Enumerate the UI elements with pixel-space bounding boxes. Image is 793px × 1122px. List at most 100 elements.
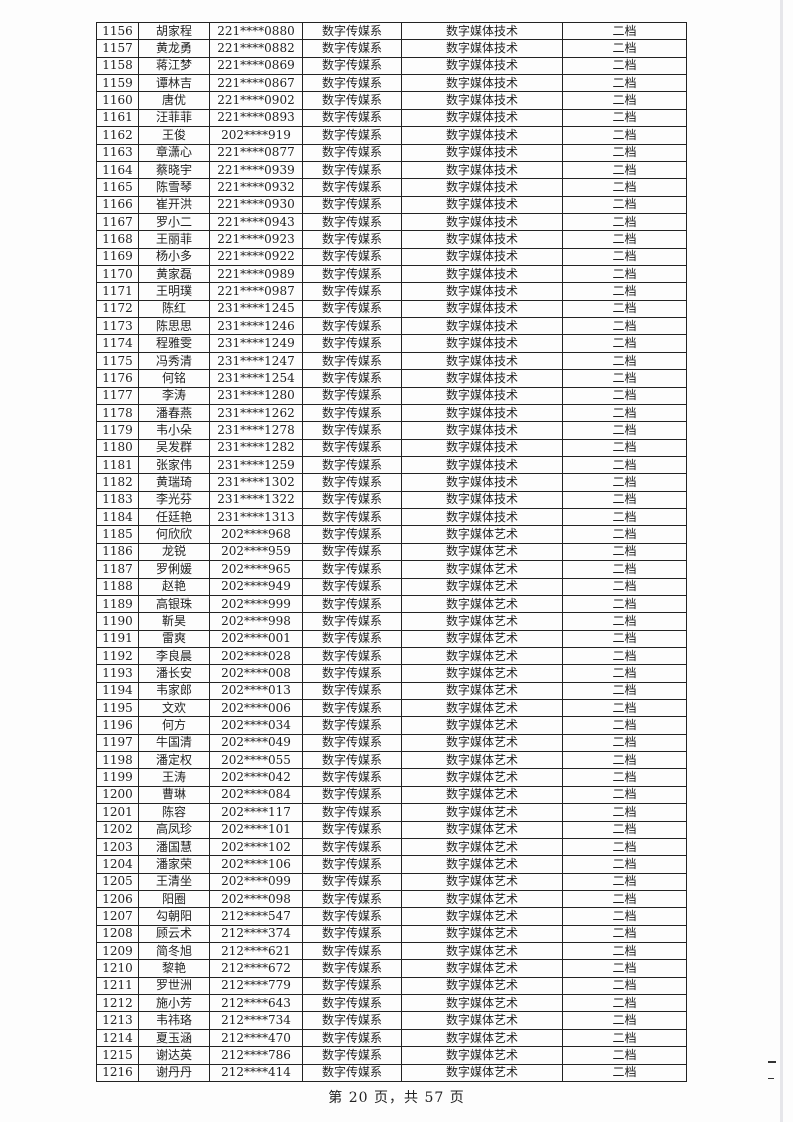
department-cell: 数字传媒系 [302, 282, 402, 301]
grade-level-cell: 二档 [562, 108, 687, 128]
row-number-cell: 1184 [96, 508, 139, 527]
major-cell: 数字媒体艺术 [401, 612, 563, 631]
row-number-cell: 1167 [96, 212, 139, 232]
major-cell: 数字媒体艺术 [401, 907, 563, 926]
department-cell: 数字传媒系 [302, 872, 402, 891]
row-number-cell: 1204 [96, 855, 139, 874]
department-cell: 数字传媒系 [302, 820, 402, 839]
department-cell: 数字传媒系 [302, 560, 402, 579]
row-number-cell: 1195 [96, 699, 139, 718]
student-id-cell: 202****999 [209, 594, 303, 614]
row-number-cell: 1181 [96, 455, 139, 475]
student-id-cell: 202****949 [209, 577, 303, 596]
department-cell: 数字传媒系 [302, 265, 402, 284]
major-cell: 数字媒体技术 [401, 351, 563, 371]
student-name-cell: 施小芳 [138, 994, 210, 1013]
row-number-cell: 1187 [96, 560, 139, 579]
row-number-cell: 1177 [96, 386, 139, 405]
row-number-cell: 1191 [96, 629, 139, 648]
table-row: 1187 罗俐媛 202****965 数字传媒系 数字媒体艺术 二档 [96, 560, 687, 579]
row-number-cell: 1161 [96, 108, 139, 128]
student-name-cell: 崔开洪 [138, 195, 210, 214]
row-number-cell: 1183 [96, 490, 139, 510]
student-id-cell: 202****998 [209, 612, 303, 631]
table-row: 1192 李良晨 202****028 数字传媒系 数字媒体艺术 二档 [96, 646, 687, 666]
table-row: 1198 潘定权 202****055 数字传媒系 数字媒体艺术 二档 [96, 751, 687, 770]
student-id-cell: 221****0939 [209, 160, 303, 180]
student-id-cell: 221****0932 [209, 178, 303, 197]
row-number-cell: 1202 [96, 820, 139, 839]
grade-level-cell: 二档 [562, 942, 687, 961]
grade-level-cell: 二档 [562, 508, 687, 527]
table-row: 1216 谢丹丹 212****414 数字传媒系 数字媒体艺术 二档 [96, 1063, 687, 1082]
row-number-cell: 1188 [96, 577, 139, 596]
student-id-cell: 221****0987 [209, 282, 303, 301]
table-row: 1201 陈容 202****117 数字传媒系 数字媒体艺术 二档 [96, 803, 687, 822]
major-cell: 数字媒体艺术 [401, 855, 563, 874]
major-cell: 数字媒体技术 [401, 334, 563, 353]
student-id-cell: 231****1278 [209, 421, 303, 440]
major-cell: 数字媒体技术 [401, 21, 563, 41]
department-cell: 数字传媒系 [302, 768, 402, 787]
student-name-cell: 何铭 [138, 369, 210, 388]
major-cell: 数字媒体技术 [401, 230, 563, 249]
department-cell: 数字传媒系 [302, 924, 402, 944]
table-row: 1181 张家伟 231****1259 数字传媒系 数字媒体技术 二档 [96, 455, 687, 475]
department-cell: 数字传媒系 [302, 317, 402, 336]
row-number-cell: 1159 [96, 74, 139, 93]
major-cell: 数字媒体技术 [401, 39, 563, 58]
grade-level-cell: 二档 [562, 421, 687, 440]
major-cell: 数字媒体艺术 [401, 751, 563, 770]
table-row: 1157 黄龙勇 221****0882 数字传媒系 数字媒体技术 二档 [96, 39, 687, 58]
row-number-cell: 1173 [96, 317, 139, 336]
department-cell: 数字传媒系 [302, 56, 402, 76]
table-row: 1193 潘长安 202****008 数字传媒系 数字媒体艺术 二档 [96, 664, 687, 683]
grade-level-cell: 二档 [562, 820, 687, 839]
table-row: 1195 文欢 202****006 数字传媒系 数字媒体艺术 二档 [96, 699, 687, 718]
table-row: 1165 陈雪琴 221****0932 数字传媒系 数字媒体技术 二档 [96, 178, 687, 197]
department-cell: 数字传媒系 [302, 212, 402, 232]
student-id-cell: 231****1246 [209, 317, 303, 336]
table-row: 1199 王涛 202****042 数字传媒系 数字媒体艺术 二档 [96, 768, 687, 787]
student-id-cell: 231****1322 [209, 490, 303, 510]
student-id-cell: 212****786 [209, 1046, 303, 1065]
major-cell: 数字媒体艺术 [401, 525, 563, 544]
major-cell: 数字媒体艺术 [401, 1063, 563, 1082]
row-number-cell: 1208 [96, 924, 139, 944]
grade-level-cell: 二档 [562, 542, 687, 562]
grade-level-cell: 二档 [562, 664, 687, 683]
table-row: 1180 吴发群 231****1282 数字传媒系 数字媒体技术 二档 [96, 438, 687, 457]
row-number-cell: 1200 [96, 785, 139, 805]
table-row: 1177 李涛 231****1280 数字传媒系 数字媒体技术 二档 [96, 386, 687, 405]
student-id-cell: 202****965 [209, 560, 303, 579]
table-row: 1210 黎艳 212****672 数字传媒系 数字媒体艺术 二档 [96, 959, 687, 978]
department-cell: 数字传媒系 [302, 91, 402, 110]
row-number-cell: 1156 [96, 21, 139, 41]
student-id-cell: 202****049 [209, 733, 303, 753]
major-cell: 数字媒体技术 [401, 386, 563, 405]
student-id-cell: 231****1302 [209, 473, 303, 492]
student-id-cell: 202****106 [209, 855, 303, 874]
department-cell: 数字传媒系 [302, 126, 402, 145]
major-cell: 数字媒体技术 [401, 247, 563, 267]
row-number-cell: 1170 [96, 265, 139, 284]
student-name-cell: 王涛 [138, 768, 210, 787]
table-row: 1214 夏玉涵 212****470 数字传媒系 数字媒体艺术 二档 [96, 1028, 687, 1048]
department-cell: 数字传媒系 [302, 994, 402, 1013]
row-number-cell: 1198 [96, 751, 139, 770]
department-cell: 数字传媒系 [302, 334, 402, 353]
major-cell: 数字媒体艺术 [401, 837, 563, 857]
student-name-cell: 李光芬 [138, 490, 210, 510]
student-name-cell: 潘国慧 [138, 837, 210, 857]
student-name-cell: 勾朝阳 [138, 907, 210, 926]
row-number-cell: 1194 [96, 681, 139, 701]
student-name-cell: 文欢 [138, 699, 210, 718]
department-cell: 数字传媒系 [302, 74, 402, 93]
student-name-cell: 韦小朵 [138, 421, 210, 440]
student-name-cell: 汪菲菲 [138, 108, 210, 128]
department-cell: 数字传媒系 [302, 473, 402, 492]
major-cell: 数字媒体艺术 [401, 1046, 563, 1065]
student-id-cell: 202****098 [209, 889, 303, 909]
major-cell: 数字媒体技术 [401, 455, 563, 475]
department-cell: 数字传媒系 [302, 247, 402, 267]
